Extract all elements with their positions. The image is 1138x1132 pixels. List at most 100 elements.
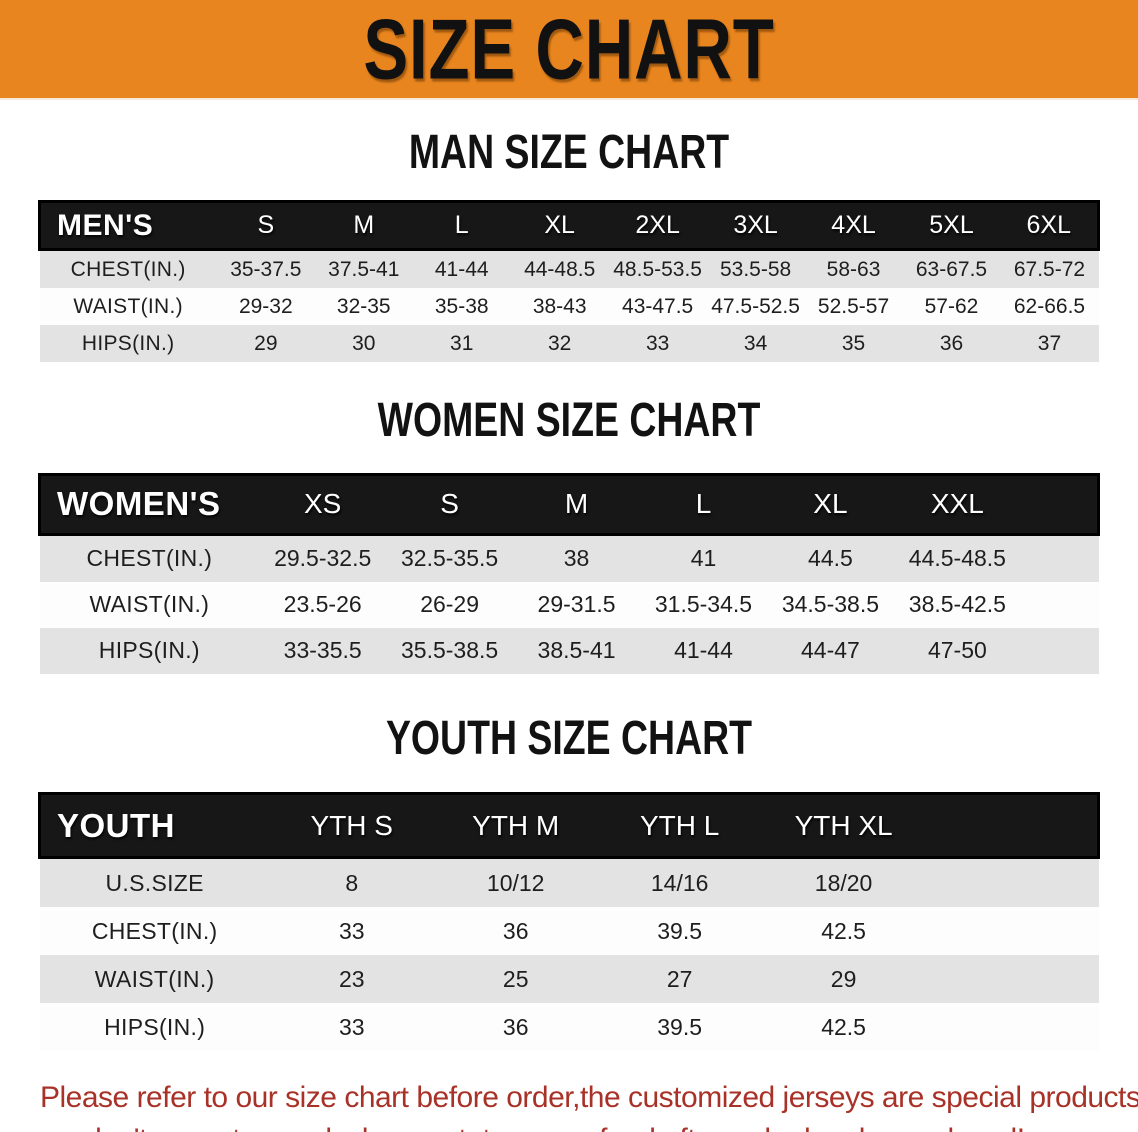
table-row: CHEST(IN.) 33 36 39.5 42.5 (39, 907, 1099, 956)
table-row: CHEST(IN.) 35-37.5 37.5-41 41-44 44-48.5 48.5… (39, 248, 1099, 289)
value-cell: 44-48.5 (510, 248, 609, 289)
section-heading: WOMEN SIZE CHART (377, 394, 761, 448)
table-row: HIPS(IN.) 33-35.5 35.5-38.5 38.5-41 41-44 44-… (39, 627, 1099, 674)
banner: SIZE CHART (0, 0, 1138, 100)
value-cell: 10/12 (433, 856, 598, 908)
value-cell: 63-67.5 (902, 248, 1001, 289)
value-cell: 38.5-42.5 (908, 591, 1006, 618)
value-cell: 62-66.5 (1013, 294, 1086, 318)
value-cell: 33 (645, 331, 670, 355)
value-cell: 35 (841, 331, 866, 355)
value-cell: 8 (269, 856, 434, 908)
value-cell: 36 (502, 1013, 529, 1040)
value-cell: 32 (548, 331, 572, 355)
value-cell: 67.5-72 (1000, 248, 1099, 289)
man-size-chart-table: MEN'S S M L XL 2XL 3XL 4XL 5XL 6XL CHEST(IN.) 35-37… (37, 200, 1101, 363)
table-row: HIPS(IN.) 33 36 39.5 42.5 (39, 1003, 1099, 1052)
section-man-size-chart: MAN SIZE CHART MEN'S S M L XL 2XL 3XL 4XL 5XL 6XL C… (0, 126, 1138, 363)
column-header: XS (259, 472, 387, 536)
row-label: CHEST(IN.) (39, 532, 260, 582)
value-cell: 41-44 (412, 248, 511, 289)
value-cell: 14/16 (597, 856, 762, 908)
value-cell: 47.5-52.5 (711, 294, 800, 318)
row-label: HIPS(IN.) (98, 637, 200, 664)
value-cell: 58-63 (804, 248, 903, 289)
row-label: HIPS(IN.) (81, 331, 175, 355)
value-cell: 33-35.5 (283, 637, 362, 664)
value-cell: 23.5-26 (283, 591, 362, 618)
value-cell: 35-37.5 (216, 248, 315, 289)
table-row: WAIST(IN.) 23 25 27 29 (39, 955, 1099, 1004)
column-header: 3XL (706, 200, 805, 252)
column-header: 5XL (902, 200, 1001, 252)
column-header: M (314, 200, 413, 252)
row-label: CHEST(IN.) (91, 917, 218, 944)
section-women-size-chart: WOMEN SIZE CHART WOMEN'S XS S M L XL XXL CHEST(I… (0, 394, 1138, 674)
column-header: 4XL (804, 200, 903, 252)
value-cell: 35.5-38.5 (401, 637, 499, 664)
value-cell: 29-32 (238, 294, 293, 318)
disclaimer-line-2: we don't accept cancel, change, teturn o… (40, 1119, 1138, 1132)
table-row: WAIST(IN.) 29-32 32-35 35-38 38-43 43-47.5 47.… (39, 288, 1099, 326)
value-cell: 38.5-41 (537, 637, 616, 664)
disclaimer-line-1: Please refer to our size chart before or… (40, 1081, 1138, 1115)
value-cell: 37.5-41 (314, 248, 413, 289)
column-header: YTH S (269, 792, 434, 860)
row-label: WAIST(IN.) (73, 294, 183, 318)
column-header: YTH M (433, 792, 598, 860)
spacer-cell (926, 1003, 1099, 1051)
value-cell: 48.5-53.5 (608, 248, 707, 289)
column-header: L (640, 472, 767, 536)
table-group-label: YOUTH (37, 792, 270, 860)
value-cell: 34.5-38.5 (781, 591, 880, 618)
value-cell: 29 (830, 965, 857, 992)
women-size-chart-table: WOMEN'S XS S M L XL XXL CHEST(IN.) 29.5-32.5 32.5… (38, 472, 1100, 674)
column-header: S (386, 472, 514, 536)
value-cell: 31 (450, 331, 474, 355)
youth-size-chart-table: YOUTH YTH S YTH M YTH L YTH XL U.S.SIZE 8 10/12… (37, 792, 1100, 1052)
column-header: L (412, 200, 511, 252)
table-row: HIPS(IN.) 29 30 31 32 33 34 35 36 37 (39, 325, 1099, 363)
value-cell: 42.5 (821, 1013, 866, 1040)
value-cell: 47-50 (927, 637, 987, 664)
value-cell: 36 (939, 331, 964, 355)
spacer-cell (1021, 628, 1099, 674)
column-header: S (216, 200, 315, 252)
value-cell: 53.5-58 (706, 248, 805, 289)
column-header: 6XL (1000, 200, 1101, 252)
table-group-label: WOMEN'S (38, 472, 260, 536)
spacer-cell (925, 792, 1100, 860)
value-cell: 26-29 (420, 591, 480, 618)
row-label: CHEST(IN.) (39, 248, 217, 289)
table-row: U.S.SIZE 8 10/12 14/16 18/20 (39, 856, 1099, 908)
value-cell: 43-47.5 (622, 294, 694, 318)
spacer-cell (926, 907, 1099, 955)
value-cell: 38-43 (532, 294, 587, 318)
value-cell: 39.5 (657, 917, 703, 944)
value-cell: 44-47 (801, 637, 860, 664)
value-cell: 32.5-35.5 (386, 532, 514, 582)
row-label: WAIST(IN.) (94, 965, 215, 992)
value-cell: 41 (640, 532, 767, 582)
value-cell: 29 (254, 331, 278, 355)
section-heading: MAN SIZE CHART (408, 126, 730, 179)
table-row: CHEST(IN.) 29.5-32.5 32.5-35.5 38 41 44.5 44.5… (39, 532, 1099, 582)
value-cell: 29.5-32.5 (259, 532, 387, 582)
row-label: WAIST(IN.) (89, 591, 210, 618)
spacer-cell (1021, 582, 1099, 628)
value-cell: 35-38 (434, 294, 489, 318)
value-cell: 32-35 (336, 294, 391, 318)
column-header: 2XL (608, 200, 707, 252)
value-cell: 31.5-34.5 (654, 591, 753, 618)
value-cell: 44.5 (766, 532, 894, 582)
value-cell: 38 (513, 532, 641, 582)
spacer-cell (926, 955, 1099, 1003)
column-header: XL (766, 472, 894, 536)
spacer-cell (925, 856, 1099, 908)
value-cell: 25 (502, 965, 529, 992)
column-header: XL (510, 200, 609, 252)
row-label: U.S.SIZE (39, 856, 270, 908)
value-cell: 42.5 (821, 917, 866, 944)
value-cell: 36 (502, 917, 529, 944)
